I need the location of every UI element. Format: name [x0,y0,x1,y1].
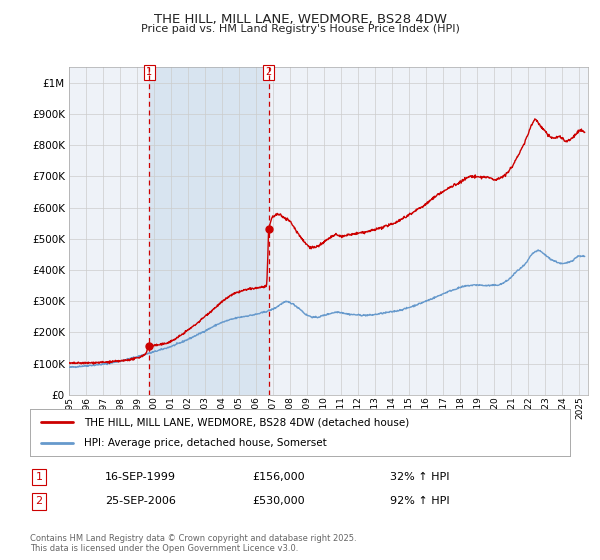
Text: Price paid vs. HM Land Registry's House Price Index (HPI): Price paid vs. HM Land Registry's House … [140,24,460,34]
Text: THE HILL, MILL LANE, WEDMORE, BS28 4DW: THE HILL, MILL LANE, WEDMORE, BS28 4DW [154,13,446,26]
Text: 25-SEP-2006: 25-SEP-2006 [105,496,176,506]
Text: £156,000: £156,000 [252,472,305,482]
Text: HPI: Average price, detached house, Somerset: HPI: Average price, detached house, Some… [84,438,327,448]
Bar [149,67,269,395]
Text: 1: 1 [146,67,152,77]
Text: 32% ↑ HPI: 32% ↑ HPI [390,472,449,482]
Text: Contains HM Land Registry data © Crown copyright and database right 2025.
This d: Contains HM Land Registry data © Crown c… [30,534,356,553]
Text: 92% ↑ HPI: 92% ↑ HPI [390,496,449,506]
Text: 2: 2 [35,496,43,506]
Text: 2: 2 [265,67,272,77]
Text: 16-SEP-1999: 16-SEP-1999 [105,472,176,482]
Text: 1: 1 [35,472,43,482]
Text: THE HILL, MILL LANE, WEDMORE, BS28 4DW (detached house): THE HILL, MILL LANE, WEDMORE, BS28 4DW (… [84,417,409,427]
Text: £530,000: £530,000 [252,496,305,506]
